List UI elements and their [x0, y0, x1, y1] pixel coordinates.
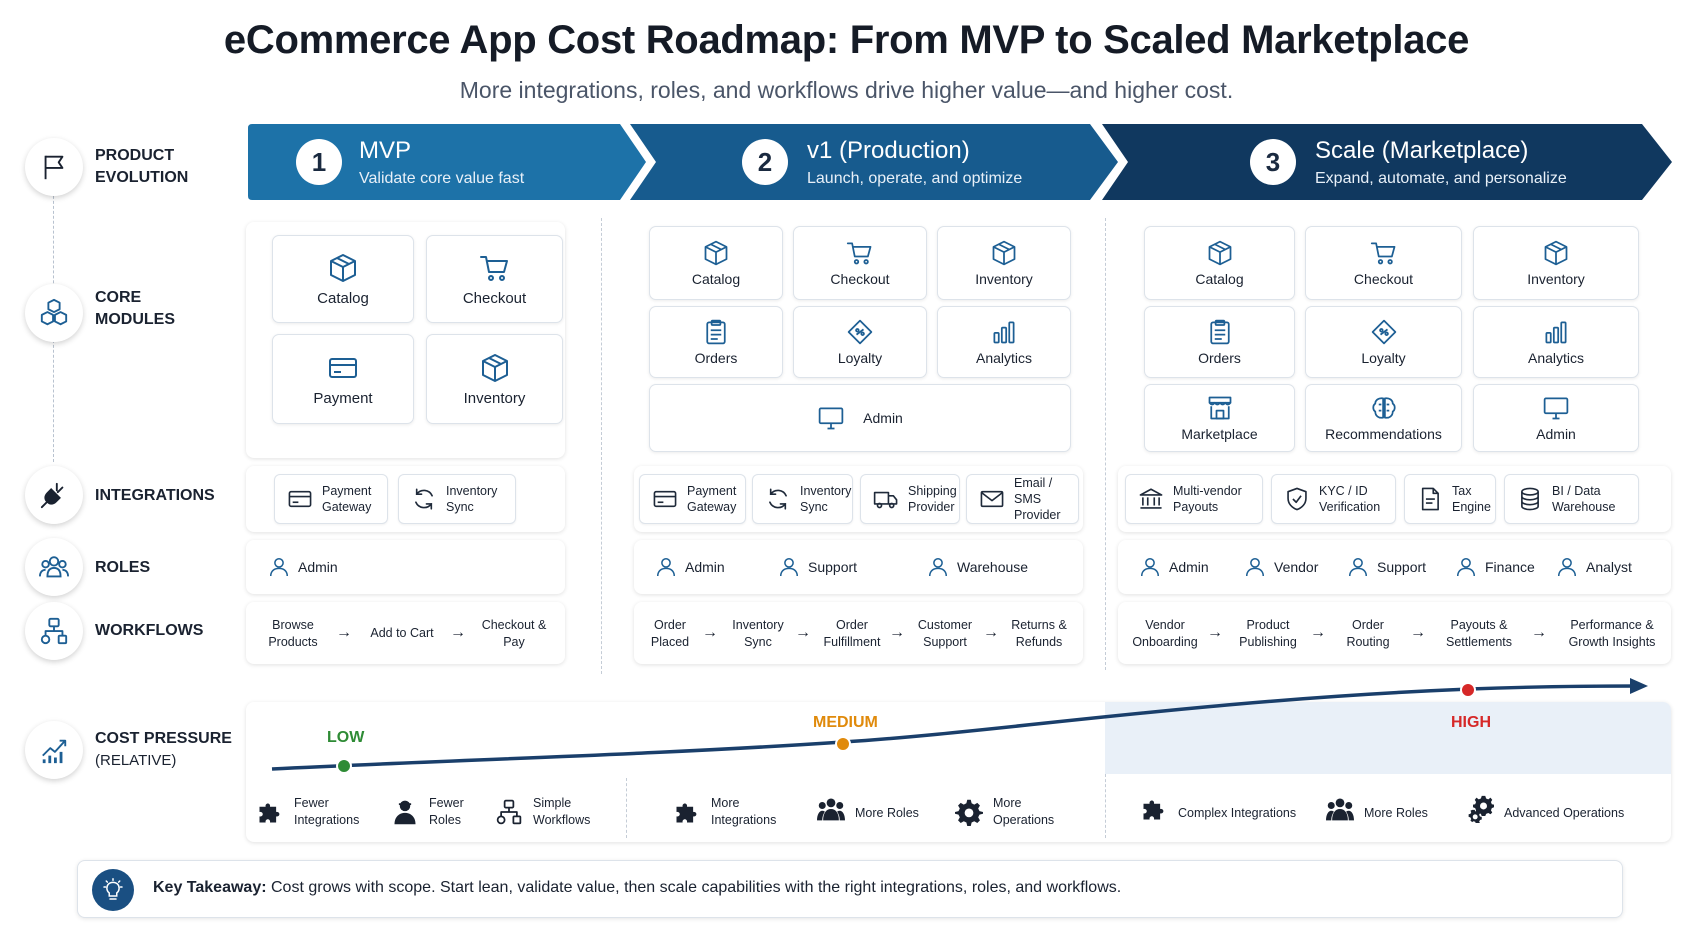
- person-icon: [391, 798, 419, 826]
- group-icon: [817, 795, 845, 823]
- puzzle-icon: [256, 798, 284, 826]
- cost-item: More Roles: [1326, 803, 1428, 823]
- cost-item: More Roles: [817, 803, 919, 823]
- lightbulb-icon: [92, 869, 134, 911]
- cost-item: Advanced Operations: [1466, 803, 1624, 823]
- cost-item: Complex Integrations: [1140, 803, 1296, 823]
- key-takeaway-banner: Key Takeaway: Cost grows with scope. Sta…: [77, 860, 1623, 918]
- gears-icon: [1466, 795, 1494, 823]
- cost-level-low: LOW: [327, 729, 364, 747]
- cost-item: MoreIntegrations: [673, 795, 776, 829]
- puzzle-icon: [673, 798, 701, 826]
- group-icon: [1326, 795, 1354, 823]
- cost-item: SimpleWorkflows: [495, 795, 590, 829]
- cost-level-high: HIGH: [1451, 714, 1491, 732]
- workflow-icon: [495, 798, 523, 826]
- cost-item: MoreOperations: [955, 795, 1054, 829]
- cost-item: FewerIntegrations: [256, 795, 359, 829]
- cost-item: FewerRoles: [391, 795, 464, 829]
- key-takeaway-text: Key Takeaway: Cost grows with scope. Sta…: [153, 879, 1121, 897]
- cost-level-medium: MEDIUM: [813, 714, 878, 732]
- gear-icon: [955, 798, 983, 826]
- puzzle-icon: [1140, 795, 1168, 823]
